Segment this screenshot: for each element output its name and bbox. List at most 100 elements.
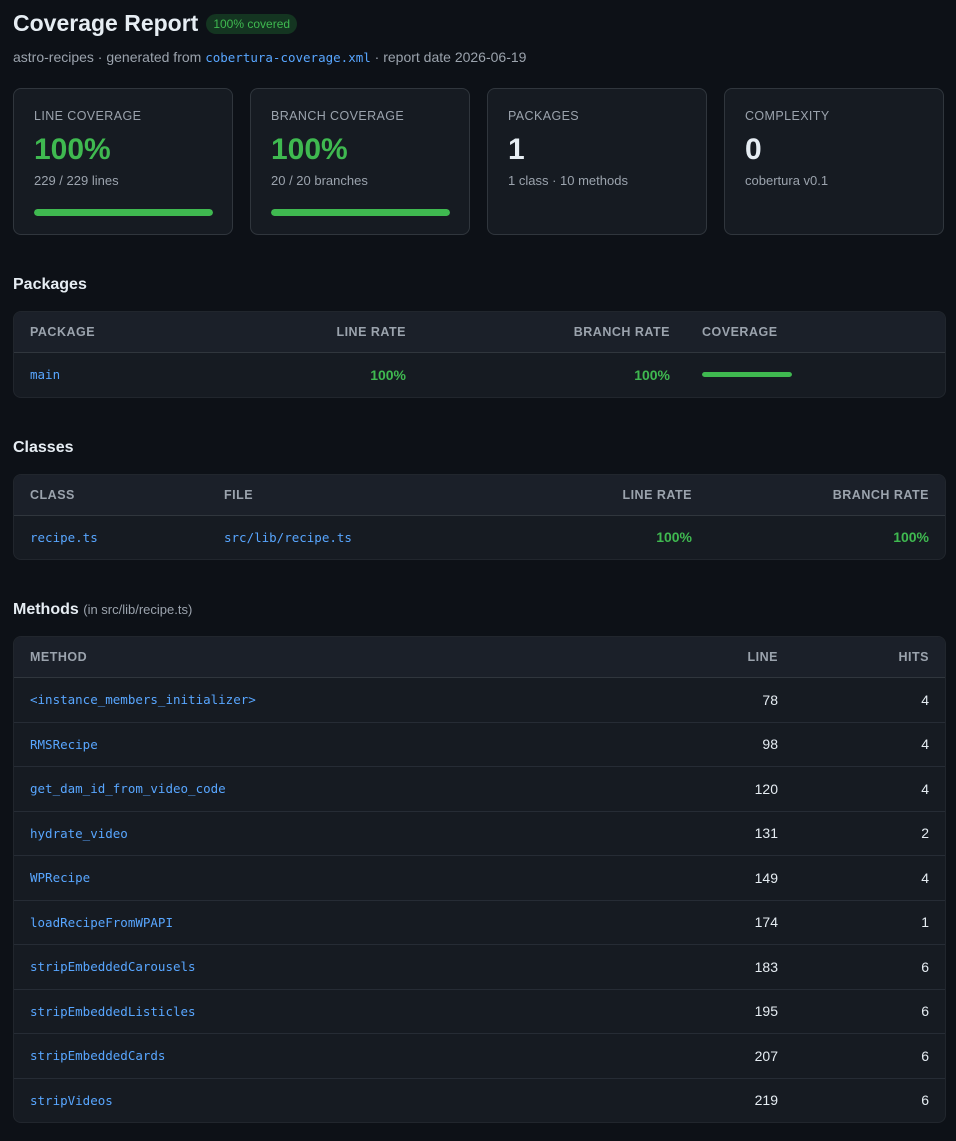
value-cell: 2 xyxy=(794,812,945,856)
packages-section: Packages PACKAGE LINE RATE BRANCH RATE COVER… xyxy=(13,276,946,398)
value-cell: 6 xyxy=(921,1092,929,1109)
column-header: LINE xyxy=(594,637,794,678)
title: Coverage Report xyxy=(13,10,199,36)
card-label: COMPLEXITY xyxy=(745,109,830,123)
link-cell[interactable]: stripVideos xyxy=(30,1092,113,1108)
project: astro-recipes · generated from xyxy=(13,49,202,65)
link-cell[interactable]: <instance_members_initializer> xyxy=(14,678,594,723)
header-row: CLASS FILE LINE RATE BRANCH RATE xyxy=(14,474,945,516)
summary-card: PACKAGES 1 1 class · 10 methods xyxy=(487,88,707,235)
progress-track xyxy=(271,209,450,216)
value-cell: 131 xyxy=(594,812,794,856)
section-title-text: Packages xyxy=(13,276,87,293)
report: Coverage Report 100% covered astro-recipe… xyxy=(13,10,946,1123)
value-cell: 174 xyxy=(594,901,794,945)
table-head: METHOD LINE HITS xyxy=(14,637,945,678)
value-cell: 4 xyxy=(794,856,945,901)
column-header: FILE xyxy=(208,474,508,516)
value-cell: 100% xyxy=(634,366,670,383)
card-detail: 20 / 20 branches xyxy=(271,173,368,188)
value-cell: 120 xyxy=(594,767,794,812)
classes-table: CLASS FILE LINE RATE BRANCH RATE recipe.ts sr… xyxy=(13,473,946,560)
table-row: <instance_members_initializer> 78 4 xyxy=(14,678,945,723)
header-row: METHOD LINE HITS xyxy=(14,637,945,678)
value-cell: 6 xyxy=(794,990,945,1034)
methods-section: Methods (in src/lib/recipe.ts) METHOD LINE… xyxy=(13,601,946,1123)
card-label: PACKAGES xyxy=(508,109,580,123)
value-cell: 219 xyxy=(754,1092,778,1109)
source-file[interactable]: cobertura-coverage.xml xyxy=(205,50,371,65)
value-cell: 6 xyxy=(794,945,945,990)
table-row: recipe.ts src/lib/recipe.ts 100% 100% xyxy=(14,516,945,560)
card-label: LINE COVERAGE xyxy=(34,109,142,123)
value-cell: 4 xyxy=(794,678,945,723)
link-cell[interactable]: RMSRecipe xyxy=(14,723,594,767)
table-row: hydrate_video 131 2 xyxy=(14,812,945,856)
coverage-cell xyxy=(686,353,945,397)
report-date: · report date 2026-06-19 xyxy=(374,49,527,65)
link-cell[interactable]: stripEmbeddedCards xyxy=(14,1034,594,1079)
link-cell[interactable]: stripEmbeddedCarousels xyxy=(14,945,594,990)
summary-card: LINE COVERAGE 100% 229 / 229 lines xyxy=(13,88,233,235)
value-cell: 195 xyxy=(594,990,794,1034)
card-detail: 1 class · 10 methods xyxy=(508,173,628,188)
value-cell: 1 xyxy=(794,901,945,945)
card-detail: cobertura v0.1 xyxy=(745,173,829,188)
packages-table: PACKAGE LINE RATE BRANCH RATE COVERAGE main 1… xyxy=(13,311,946,398)
section-title-text: Classes xyxy=(13,438,74,456)
link-cell[interactable]: recipe.ts xyxy=(30,529,98,545)
link-cell[interactable]: hydrate_video xyxy=(14,812,594,856)
header-row: PACKAGE LINE RATE BRANCH RATE COVERAGE xyxy=(14,312,945,353)
table-row: stripEmbeddedListicles 195 6 xyxy=(14,990,945,1034)
section-title: Packages xyxy=(13,276,944,294)
column-header: LINE RATE xyxy=(508,474,708,516)
value-cell: 4 xyxy=(794,723,945,767)
table-row: WPRecipe 149 4 xyxy=(14,856,945,901)
value-cell: 100% xyxy=(893,529,929,546)
table-body: recipe.ts src/lib/recipe.ts 100% 100% xyxy=(14,516,945,560)
card-value: 0 xyxy=(745,133,762,166)
table-row: loadRecipeFromWPAPI 174 1 xyxy=(14,901,945,945)
value-cell: 183 xyxy=(594,945,794,990)
column-header: METHOD xyxy=(14,637,594,678)
column-header: BRANCH RATE xyxy=(422,312,686,353)
value-cell: 207 xyxy=(594,1034,794,1079)
table-row: RMSRecipe 98 4 xyxy=(14,723,945,767)
link-cell[interactable]: WPRecipe xyxy=(14,856,594,901)
value-cell: 100% xyxy=(656,529,692,546)
column-header: BRANCH RATE xyxy=(708,474,945,516)
value-cell: 100% xyxy=(370,366,406,383)
progress-fill xyxy=(271,209,450,216)
header: Coverage Report 100% covered astro-recipe… xyxy=(13,10,944,65)
table-row: get_dam_id_from_video_code 120 4 xyxy=(14,767,945,812)
card-value: 100% xyxy=(271,133,348,166)
coverage-fill xyxy=(702,372,792,378)
card-value: 100% xyxy=(34,133,111,166)
column-header: CLASS xyxy=(14,474,208,516)
column-header: HITS xyxy=(794,637,945,678)
progress-fill xyxy=(34,209,213,216)
link-cell[interactable]: get_dam_id_from_video_code xyxy=(14,767,594,812)
link-cell[interactable]: stripEmbeddedListicles xyxy=(14,990,594,1034)
card-value: 1 xyxy=(508,133,525,166)
value-cell: 149 xyxy=(594,856,794,901)
summary-card: BRANCH COVERAGE 100% 20 / 20 branches xyxy=(250,88,470,235)
coverage-track xyxy=(702,372,792,378)
section-note: (in src/lib/recipe.ts) xyxy=(83,602,193,617)
section-title: Methods (in src/lib/recipe.ts) xyxy=(13,601,944,619)
table-row: stripVideos 219 6 xyxy=(14,1079,945,1123)
link-cell[interactable]: loadRecipeFromWPAPI xyxy=(14,901,594,945)
classes-section: Classes CLASS FILE LINE RATE BRANCH RATE reci… xyxy=(13,438,946,560)
card-detail: 229 / 229 lines xyxy=(34,173,119,188)
link-cell[interactable]: src/lib/recipe.ts xyxy=(224,529,352,545)
value-cell: 98 xyxy=(594,723,794,767)
table-row: stripEmbeddedCarousels 183 6 xyxy=(14,945,945,990)
badge: 100% covered xyxy=(206,13,298,34)
methods-table: METHOD LINE HITS <instance_members_initiali… xyxy=(13,636,946,1123)
table-row: stripEmbeddedCards 207 6 xyxy=(14,1034,945,1079)
link-cell[interactable]: main xyxy=(30,367,61,383)
table-body: <instance_members_initializer> 78 4 RMSReci… xyxy=(14,678,945,1122)
section-title-text: Methods xyxy=(13,601,79,618)
